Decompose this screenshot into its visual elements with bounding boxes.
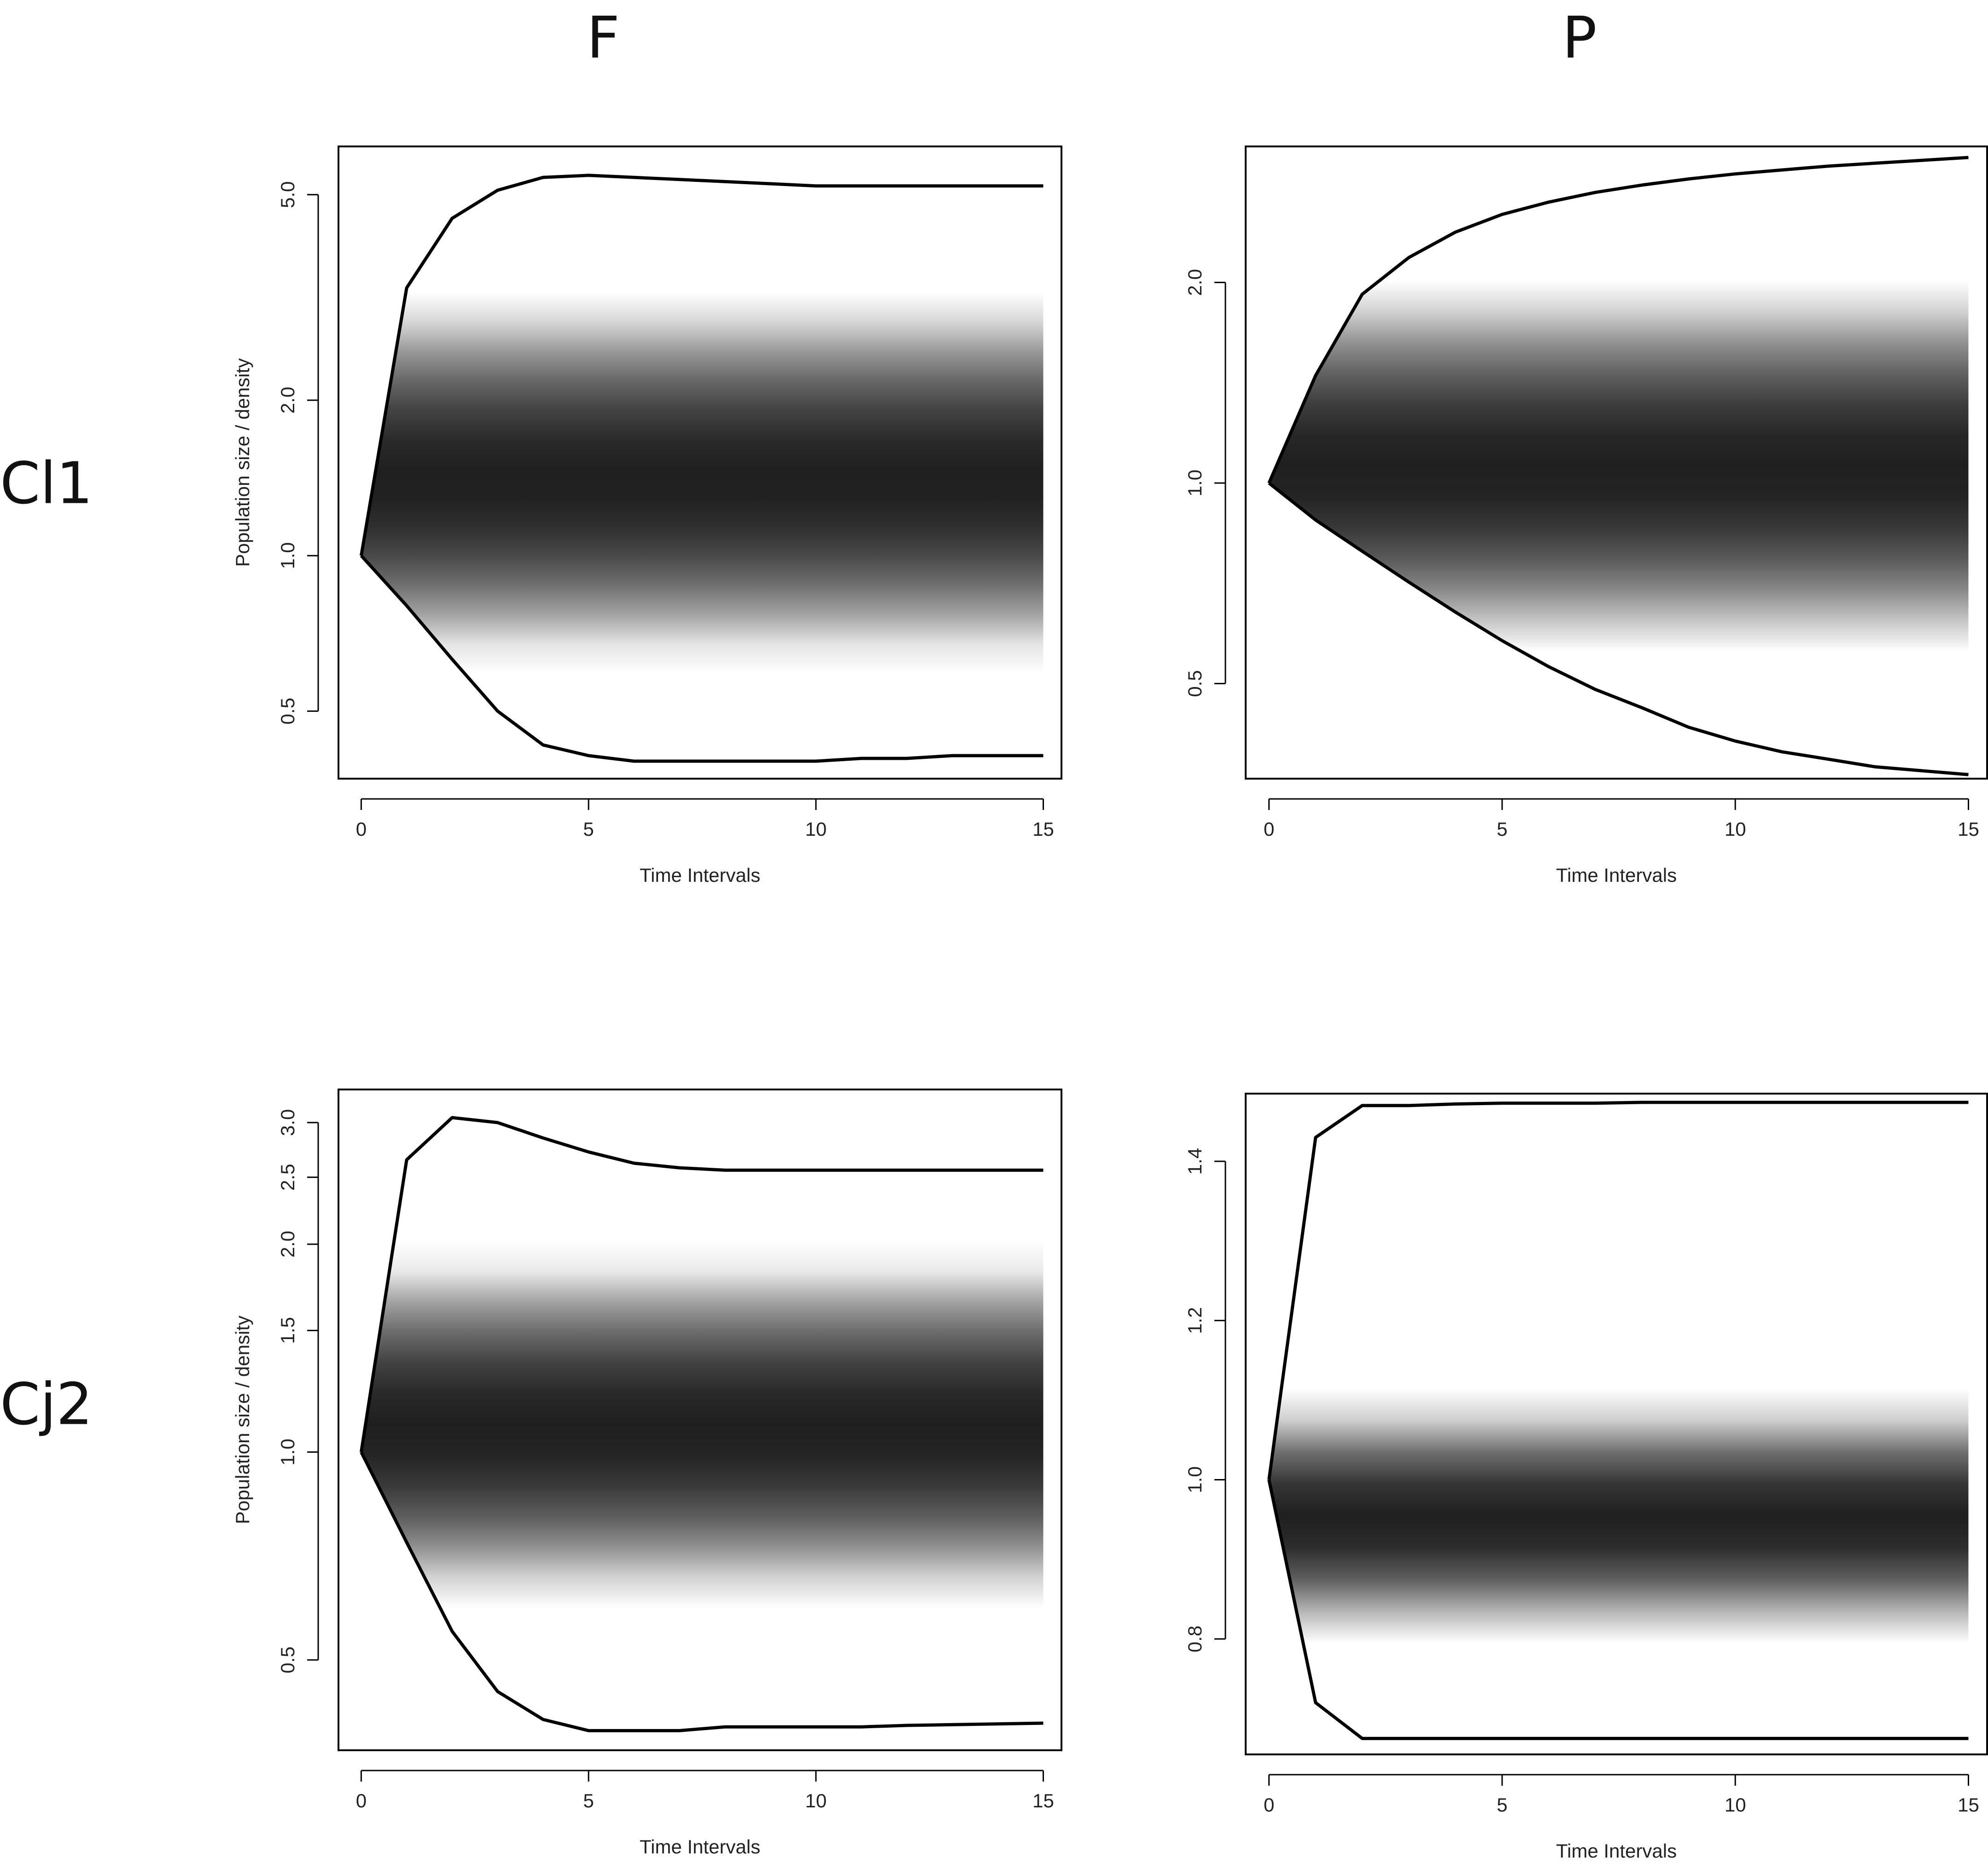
y-tick-label: 1.2 bbox=[1184, 1307, 1206, 1334]
y-tick-label: 0.5 bbox=[277, 698, 298, 724]
x-tick-label: 10 bbox=[805, 1790, 827, 1812]
y-tick-label: 0.5 bbox=[1184, 670, 1206, 697]
density-shading bbox=[361, 175, 1044, 762]
upper-envelope-line bbox=[359, 174, 1044, 556]
upper-envelope-line bbox=[1267, 1101, 1969, 1480]
column-header-p: P bbox=[1562, 5, 1597, 71]
y-tick-label: 1.0 bbox=[277, 542, 298, 569]
panel-cj2-p: 0 5 10 15 Time Intervals 0.8 1.0 1.2 1.4 bbox=[1184, 1093, 1988, 1862]
y-tick-label: 1.0 bbox=[1184, 1466, 1206, 1493]
x-tick-label: 5 bbox=[1497, 818, 1507, 840]
x-tick-label: 5 bbox=[583, 818, 594, 840]
plot-frame bbox=[338, 146, 1062, 780]
x-tick-label: 10 bbox=[1725, 1794, 1746, 1816]
lower-envelope-line bbox=[360, 1451, 1044, 1732]
y-tick-label: 3.0 bbox=[277, 1109, 298, 1136]
y-tick-label: 2.0 bbox=[277, 387, 298, 414]
upper-envelope-line bbox=[1267, 156, 1969, 484]
x-axis-title: Time Intervals bbox=[640, 1836, 760, 1858]
y-tick-label: 2.0 bbox=[1184, 269, 1206, 296]
x-tick-label: 0 bbox=[1264, 1794, 1274, 1816]
y-tick-label: 0.8 bbox=[1184, 1625, 1206, 1652]
row-header-cj2: Cj2 bbox=[0, 1371, 93, 1438]
y-axis-title: Population size / density bbox=[232, 358, 253, 567]
panel-cl1-p: 0 5 10 15 Time Intervals 0.5 1.0 2.0 bbox=[1184, 146, 1988, 886]
y-tick-label: 1.5 bbox=[277, 1317, 298, 1344]
x-tick-label: 15 bbox=[1032, 1790, 1054, 1812]
x-tick-label: 10 bbox=[805, 818, 827, 840]
column-header-f: F bbox=[587, 5, 620, 71]
density-shading bbox=[1269, 157, 1969, 775]
y-tick-label: 0.5 bbox=[277, 1647, 298, 1673]
y-tick-label: 5.0 bbox=[277, 181, 298, 208]
row-header-cl1: Cl1 bbox=[0, 450, 93, 517]
y-tick-label: 1.4 bbox=[1184, 1148, 1206, 1175]
x-tick-label: 0 bbox=[1264, 818, 1274, 840]
x-tick-label: 5 bbox=[1497, 1794, 1507, 1816]
density-shading bbox=[1269, 1102, 1969, 1739]
y-tick-label: 1.0 bbox=[277, 1439, 298, 1465]
x-tick-label: 0 bbox=[356, 818, 367, 840]
x-tick-label: 15 bbox=[1032, 818, 1054, 840]
y-axis-title: Population size / density bbox=[232, 1316, 253, 1524]
panel-cj2-f: 0 5 10 15 Time Intervals 0.5 1.0 1.5 2.0 2.5 3.0 Po… bbox=[232, 1089, 1062, 1858]
x-tick-label: 0 bbox=[356, 1790, 367, 1812]
y-tick-label: 1.0 bbox=[1184, 470, 1206, 496]
x-tick-label: 15 bbox=[1958, 1794, 1979, 1816]
x-axis-title: Time Intervals bbox=[640, 864, 760, 886]
density-shading bbox=[361, 1118, 1044, 1731]
plot-frame bbox=[1245, 146, 1988, 780]
y-tick-label: 2.5 bbox=[277, 1164, 298, 1190]
lower-envelope-line bbox=[1268, 482, 1969, 776]
y-tick-label: 2.0 bbox=[277, 1231, 298, 1258]
lower-envelope-line bbox=[1267, 1479, 1969, 1740]
x-axis-title: Time Intervals bbox=[1556, 864, 1677, 886]
lower-envelope-line bbox=[360, 554, 1044, 763]
x-axis-title: Time Intervals bbox=[1556, 1840, 1677, 1862]
plot-frame bbox=[338, 1089, 1062, 1751]
x-tick-label: 15 bbox=[1958, 818, 1979, 840]
upper-envelope-line bbox=[359, 1116, 1044, 1452]
panel-cl1-f: 0 5 10 15 Time Intervals 0.5 1.0 2.0 5.0 Populati… bbox=[232, 146, 1062, 886]
x-tick-label: 5 bbox=[583, 1790, 594, 1812]
plot-frame bbox=[1245, 1093, 1988, 1755]
x-tick-label: 10 bbox=[1725, 818, 1746, 840]
